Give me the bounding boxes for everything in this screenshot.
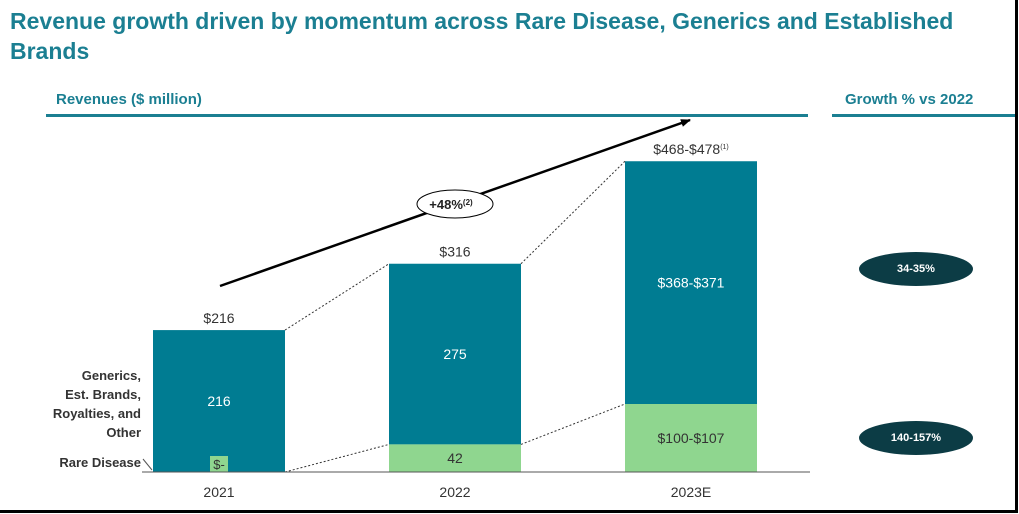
bars-group (153, 161, 757, 472)
rare-label-leader (142, 458, 153, 471)
total-label-2023E: $468-$478(1) (653, 141, 729, 157)
x-tick-2021: 2021 (203, 484, 234, 500)
growth-footnote: (2) (463, 198, 473, 207)
generics-category-label: Generics, Est. Brands, Royalties, and Ot… (10, 366, 141, 442)
rare-value-2023E: $100-$107 (658, 430, 725, 446)
bar-rare-2023E (625, 404, 757, 472)
growth-label: +48%(2) (429, 197, 473, 212)
generics-label-line-2: Est. Brands, (65, 387, 141, 402)
bar-rare-2021 (210, 456, 228, 472)
generics-label-line-4: Other (106, 425, 141, 440)
page-title: Revenue growth driven by momentum across… (10, 8, 954, 64)
x-tick-2022: 2022 (439, 484, 470, 500)
labels-group: $- 216 $216 2021 42 275 $316 2022 $100-$107 $368-… (203, 141, 728, 500)
bar-generics-2022 (389, 263, 521, 445)
rare-disease-category-label: Rare Disease (59, 455, 141, 470)
bar-generics-2023E (625, 161, 757, 405)
generics-value-2022: 275 (443, 346, 467, 362)
growth-pill-rare: 140-157% (859, 421, 973, 455)
generics-value-2023E: $368-$371 (658, 275, 725, 291)
bar-rare-2022 (389, 444, 521, 472)
generics-label-line-3: Royalties, and (52, 406, 141, 421)
rare-value-2021: $- (213, 457, 225, 472)
connector-total-0 (284, 263, 390, 331)
total-label-2022: $316 (439, 244, 470, 260)
growth-pill-generics: 34-35% (859, 252, 973, 286)
connector-rare-0 (284, 443, 390, 473)
bar-generics-2021 (153, 330, 285, 472)
connector-rare-1 (520, 403, 626, 445)
total-footnote-2023E: (1) (720, 144, 729, 151)
connectors-group (284, 160, 626, 473)
growth-header-rule (832, 114, 1015, 117)
generics-label-line-1: Generics, (81, 368, 141, 383)
total-label-2021: $216 (203, 310, 234, 326)
rare-value-2022: 42 (447, 450, 463, 466)
revenues-header: Revenues ($ million) (56, 91, 202, 108)
generics-value-2021: 216 (207, 393, 231, 409)
growth-ellipse (416, 189, 494, 219)
x-tick-2023E: 2023E (671, 484, 711, 500)
growth-header: Growth % vs 2022 (845, 91, 974, 108)
growth-value: +48% (429, 197, 463, 212)
connector-total-1 (520, 160, 626, 265)
revenues-header-rule (46, 114, 808, 117)
